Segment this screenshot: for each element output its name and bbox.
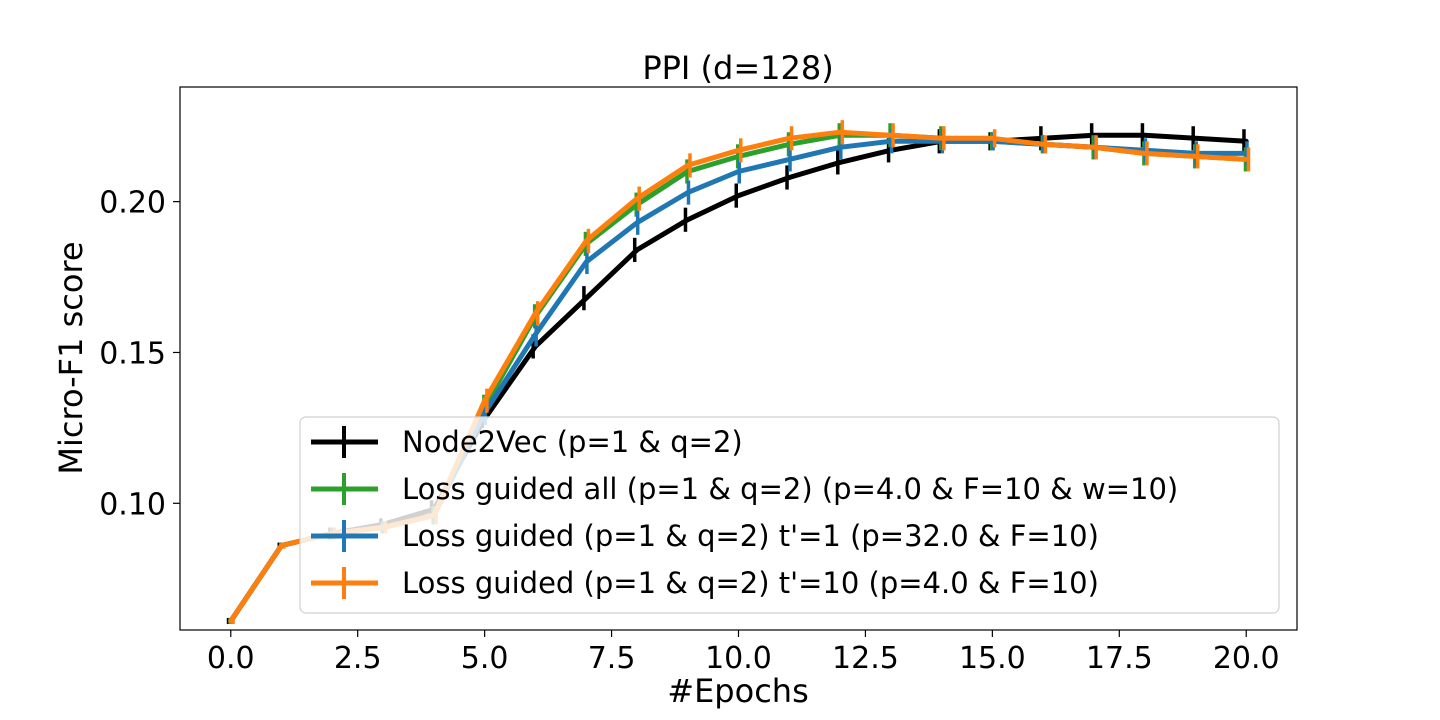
x-axis-label: #Epochs xyxy=(667,672,808,710)
y-axis: 0.10 0.15 0.20 xyxy=(99,186,180,522)
x-tick-label: 2.5 xyxy=(334,641,382,676)
data-point xyxy=(787,176,791,179)
data-point xyxy=(280,544,284,548)
y-tick-label: 0.15 xyxy=(99,336,166,371)
x-tick-label: 5.0 xyxy=(461,641,509,676)
legend-label: Loss guided (p=1 & q=2) t'=10 (p=4.0 & F… xyxy=(402,566,1099,600)
x-tick-label: 15.0 xyxy=(959,641,1026,676)
data-point xyxy=(1041,142,1045,146)
data-point xyxy=(990,136,994,140)
legend-box xyxy=(299,416,1280,614)
data-point xyxy=(787,157,791,161)
legend-label: Loss guided (p=1 & q=2) t'=1 (p=32.0 & F… xyxy=(402,519,1099,553)
data-point xyxy=(737,169,740,173)
data-point xyxy=(584,239,588,243)
chart-title: PPI (d=128) xyxy=(642,49,833,87)
data-point xyxy=(787,136,791,140)
legend-entry-3: Loss guided (p=1 & q=2) t'=1 (p=32.0 & F… xyxy=(311,519,1099,553)
data-point xyxy=(584,260,588,264)
y-tick-label: 0.10 xyxy=(99,487,166,522)
y-tick-label: 0.20 xyxy=(99,186,166,221)
x-tick-label: 20.0 xyxy=(1213,641,1280,676)
data-point xyxy=(889,133,893,137)
data-point xyxy=(584,296,588,300)
data-point xyxy=(635,248,639,252)
data-point xyxy=(838,130,842,134)
data-point xyxy=(838,145,842,149)
data-point xyxy=(686,218,690,222)
data-point xyxy=(737,148,740,152)
x-tick-label: 10.0 xyxy=(705,641,772,676)
x-tick-label: 0.0 xyxy=(207,641,255,676)
legend: Node2Vec (p=1 & q=2) Loss guided all (p=1… xyxy=(299,416,1280,614)
legend-label: Node2Vec (p=1 & q=2) xyxy=(402,425,743,459)
data-point xyxy=(1092,145,1096,149)
data-point xyxy=(1193,136,1197,140)
data-point xyxy=(737,194,740,198)
data-point xyxy=(1143,133,1147,137)
x-tick-label: 17.5 xyxy=(1086,641,1153,676)
data-point xyxy=(533,332,537,336)
data-point xyxy=(635,197,639,201)
data-point xyxy=(229,619,233,623)
legend-entry-4: Loss guided (p=1 & q=2) t'=10 (p=4.0 & F… xyxy=(311,566,1099,600)
data-point xyxy=(940,136,944,140)
x-axis: 0.0 2.5 5.0 7.5 10.0 12.5 15.0 17.5 20.0 xyxy=(207,630,1280,676)
y-axis-label: Micro-F1 score xyxy=(52,241,90,474)
legend-entry-2: Loss guided all (p=1 & q=2) (p=4.0 & F=1… xyxy=(311,472,1178,506)
data-point xyxy=(838,160,842,164)
data-point xyxy=(635,221,639,225)
data-point xyxy=(686,191,690,195)
data-point xyxy=(686,163,690,167)
data-point xyxy=(1143,151,1147,155)
x-tick-label: 12.5 xyxy=(832,641,899,676)
data-point xyxy=(1193,154,1197,158)
data-point xyxy=(483,399,487,403)
legend-entry-1: Node2Vec (p=1 & q=2) xyxy=(311,425,743,459)
x-tick-label: 7.5 xyxy=(588,641,636,676)
data-point xyxy=(533,311,537,315)
data-point xyxy=(1244,157,1248,161)
legend-label: Loss guided all (p=1 & q=2) (p=4.0 & F=1… xyxy=(402,472,1178,506)
